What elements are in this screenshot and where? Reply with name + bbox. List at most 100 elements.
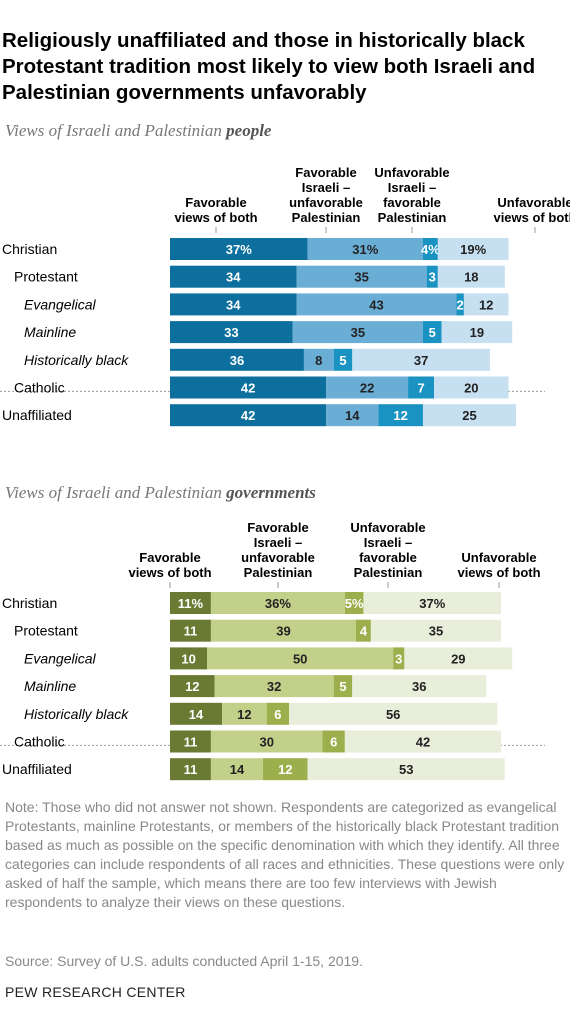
bar-segment: [307, 758, 505, 781]
value-label: 12: [278, 762, 292, 777]
value-label: 33: [224, 325, 238, 340]
value-label: 11: [184, 735, 198, 750]
value-label: 34: [226, 270, 241, 285]
subtitle-text: Views of Israeli and Palestinian: [5, 483, 227, 502]
value-label: 14: [230, 762, 245, 777]
bar-segment: [463, 293, 509, 316]
value-label: 3: [395, 651, 402, 666]
category-label: Historically black: [24, 352, 129, 368]
bar-segment: [170, 592, 211, 614]
people-stacked-bar-chart: Favorable views of both Favorable Israeli –…: [0, 165, 570, 427]
value-label: 11%: [178, 596, 204, 611]
bar-segment: [170, 293, 297, 316]
value-label: 5: [429, 325, 436, 340]
value-label: 36: [412, 679, 426, 694]
bar-segment: [214, 675, 334, 698]
bar-segment: [303, 348, 334, 371]
bar-segment: [296, 293, 457, 316]
bar-segment: [356, 619, 371, 642]
value-label: 34: [226, 297, 241, 312]
value-label: 7: [417, 381, 424, 396]
category-label: Mainline: [24, 324, 76, 340]
legend-header-4: Unfavorable views of both: [457, 550, 540, 580]
subtitle-emphasis: governments: [226, 483, 316, 502]
bar-segment: [207, 647, 394, 670]
category-label: Unaffiliated: [2, 407, 72, 423]
chart-source: Source: Survey of U.S. adults conducted …: [5, 953, 363, 969]
governments-chart-subtitle: Views of Israeli and Palestinian governm…: [5, 483, 316, 503]
value-label: 35: [354, 270, 368, 285]
bar-segment: [344, 730, 502, 753]
value-label: 6: [330, 735, 337, 750]
footer-brand: PEW RESEARCH CENTER: [5, 984, 186, 1000]
bar-segment: [456, 293, 464, 316]
chart-note: Note: Those who did not answer not shown…: [5, 799, 565, 910]
category-label: Historically black: [24, 706, 129, 722]
value-label: 12: [185, 679, 199, 694]
value-label: 11: [184, 762, 198, 777]
value-label: 37%: [226, 242, 252, 257]
bar-segment: [170, 404, 327, 427]
bar-segment: [352, 675, 487, 698]
value-label: 11: [184, 624, 198, 639]
value-label: 32: [267, 679, 281, 694]
chart-title: Religiously unaffiliated and those in hi…: [2, 29, 536, 104]
category-label: Christian: [2, 595, 57, 611]
value-label: 56: [386, 707, 400, 722]
value-label: 30: [259, 735, 273, 750]
bar-segment: [170, 238, 308, 260]
value-label: 12: [393, 408, 407, 423]
bar-segment: [292, 321, 423, 344]
value-label: 14: [189, 707, 204, 722]
bar-segment: [210, 592, 345, 614]
bar-segment: [170, 675, 215, 698]
bar-segment: [434, 376, 509, 399]
legend-header-2: Favorable Israeli – unfavorable Palestinian: [289, 165, 363, 225]
bar-segment: [437, 238, 509, 260]
bar-segment: [426, 265, 438, 288]
subtitle-emphasis: people: [226, 121, 272, 140]
legend-header-1: Favorable views of both: [174, 195, 257, 225]
bar-segment: [422, 321, 442, 344]
value-label: 25: [462, 408, 476, 423]
bar-segment: [170, 376, 327, 399]
bar-segment: [352, 348, 490, 371]
bar-segment: [210, 730, 323, 753]
value-label: 6: [274, 707, 281, 722]
bar-segment: [170, 730, 211, 753]
bar-segment: [322, 730, 345, 753]
value-label: 10: [181, 651, 195, 666]
category-label: Christian: [2, 241, 57, 257]
category-label: Protestant: [14, 269, 78, 285]
bar-segment: [378, 404, 423, 427]
bar-segment: [437, 265, 505, 288]
bar-segment: [422, 238, 438, 260]
value-label: 31%: [352, 242, 378, 257]
bar-segment: [370, 619, 502, 642]
governments-stacked-bar-chart: Favorable views of both Favorable Israeli –…: [0, 520, 545, 781]
value-label: 42: [241, 408, 255, 423]
bar-segment: [170, 619, 211, 642]
bar-segment: [266, 702, 290, 725]
bar-segment: [170, 348, 304, 371]
value-label: 36: [230, 353, 244, 368]
value-label: 2: [457, 297, 464, 312]
value-label: 35: [429, 624, 443, 639]
bar-segment: [326, 404, 379, 427]
value-label: 43: [369, 297, 383, 312]
value-label: 19%: [460, 242, 486, 257]
bar-segment: [363, 592, 502, 614]
legend-header-3: Unfavorable Israeli – favorable Palestinian: [374, 165, 449, 225]
value-label: 29: [451, 651, 465, 666]
bar-segment: [333, 675, 353, 698]
value-label: 4: [360, 624, 368, 639]
category-label: Unaffiliated: [2, 761, 72, 777]
value-label: 36%: [265, 596, 291, 611]
category-label: Catholic: [14, 380, 65, 396]
bar-segment: [170, 265, 297, 288]
bar-segment: [263, 758, 308, 781]
value-label: 37%: [419, 596, 445, 611]
bar-segment: [170, 647, 208, 670]
value-label: 12: [479, 297, 493, 312]
bar-segment: [404, 647, 513, 670]
